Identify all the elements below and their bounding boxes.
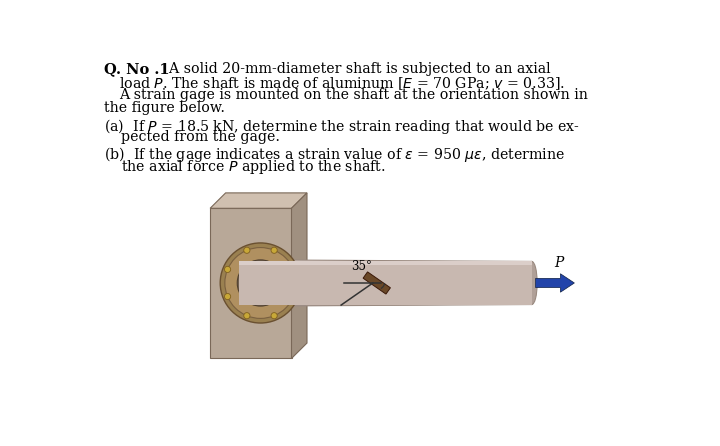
Polygon shape	[363, 272, 390, 294]
Polygon shape	[239, 261, 532, 305]
Text: (b)  If the gage indicates a strain value of $\varepsilon$ = 950 $\mu\varepsilon: (b) If the gage indicates a strain value…	[104, 145, 565, 164]
FancyArrow shape	[536, 274, 575, 292]
Text: pected from the gage.: pected from the gage.	[121, 130, 280, 144]
Text: A strain gage is mounted on the shaft at the orientation shown in: A strain gage is mounted on the shaft at…	[120, 88, 588, 102]
Text: A solid 20-mm-diameter shaft is subjected to an axial: A solid 20-mm-diameter shaft is subjecte…	[160, 62, 550, 76]
Circle shape	[220, 243, 301, 323]
Circle shape	[238, 260, 284, 306]
Polygon shape	[261, 298, 532, 306]
Text: 35°: 35°	[351, 260, 372, 273]
Text: P: P	[554, 256, 564, 270]
Polygon shape	[261, 262, 532, 266]
Circle shape	[225, 293, 230, 300]
Text: load $P$. The shaft is made of aluminum [$E$ = 70 GPa; $v$ = 0.33].: load $P$. The shaft is made of aluminum …	[120, 75, 565, 92]
Polygon shape	[210, 208, 292, 359]
Circle shape	[244, 313, 250, 319]
Circle shape	[290, 266, 297, 273]
Circle shape	[244, 247, 250, 253]
Text: the axial force $P$ applied to the shaft.: the axial force $P$ applied to the shaft…	[121, 158, 386, 176]
Text: (a)  If $P$ = 18.5 kN, determine the strain reading that would be ex-: (a) If $P$ = 18.5 kN, determine the stra…	[104, 117, 580, 136]
Polygon shape	[210, 193, 307, 208]
Circle shape	[271, 313, 277, 319]
Text: Q. No .1: Q. No .1	[104, 62, 170, 76]
Circle shape	[271, 247, 277, 253]
Polygon shape	[261, 260, 532, 306]
Polygon shape	[261, 264, 532, 269]
Circle shape	[290, 293, 297, 300]
Polygon shape	[292, 193, 307, 359]
Circle shape	[225, 248, 296, 318]
Circle shape	[225, 266, 230, 273]
Polygon shape	[239, 261, 532, 265]
Text: the figure below.: the figure below.	[104, 101, 225, 115]
Polygon shape	[261, 260, 532, 263]
Ellipse shape	[526, 261, 537, 305]
